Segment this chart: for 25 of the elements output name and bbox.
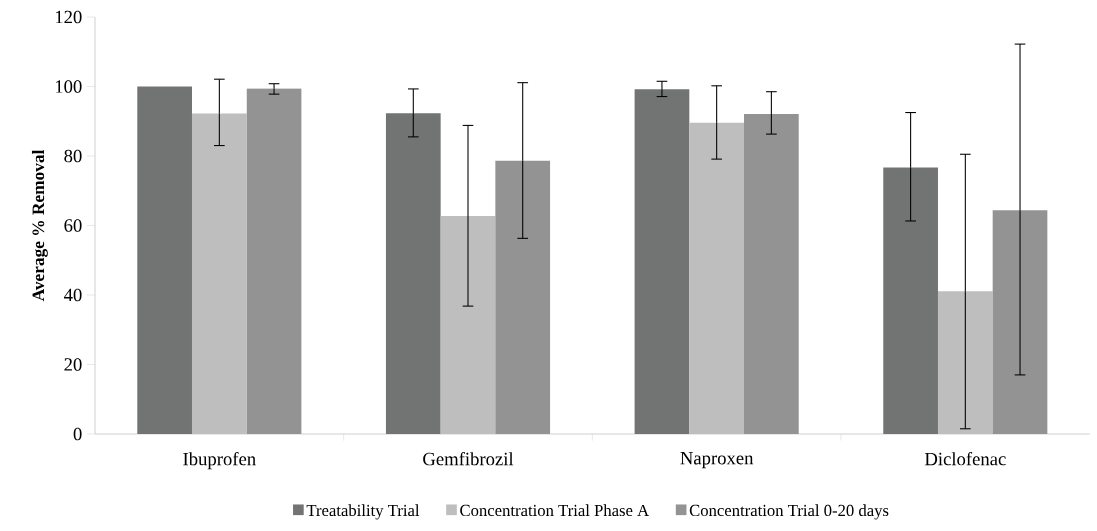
bar [634, 89, 690, 434]
y-tick-label: 120 [55, 10, 82, 24]
bar [191, 113, 247, 434]
legend-label: Concentration Trial Phase A [460, 504, 650, 517]
x-tick-label: Ibuprofen [183, 452, 256, 470]
bar [137, 86, 192, 434]
legend-label: Treatability Trial [306, 504, 420, 520]
bar [495, 160, 551, 434]
y-tick-label: 100 [55, 80, 82, 93]
legend-label: Concentration Trial 0-20 days [689, 504, 889, 520]
bar [385, 113, 441, 434]
x-tick-label: Gemfibrozil [423, 452, 514, 466]
y-tick-label: 40 [63, 288, 82, 302]
y-tick-label: 20 [64, 358, 82, 371]
x-tick-label: Naproxen [680, 452, 754, 469]
bar [246, 88, 302, 434]
y-tick-label: 80 [64, 149, 82, 163]
y-tick-label: 60 [64, 219, 82, 232]
bar [440, 216, 496, 434]
y-tick-label: 0 [73, 427, 82, 441]
bar [883, 167, 938, 434]
bar [744, 113, 799, 434]
y-axis-title: Average % Removal [31, 149, 48, 302]
bar [689, 122, 745, 434]
x-tick-label: Diclofenac [924, 452, 1006, 466]
